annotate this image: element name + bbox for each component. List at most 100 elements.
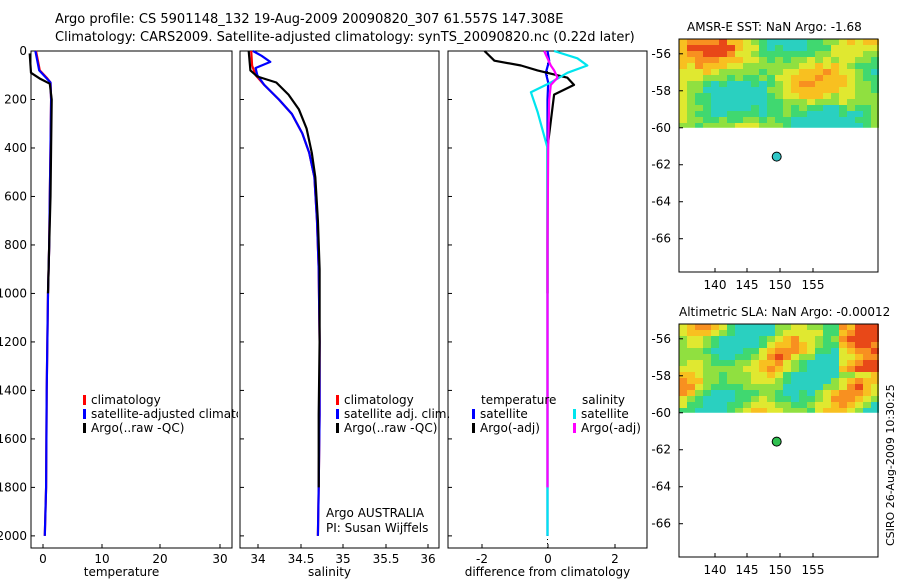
heat-cell [727,354,735,360]
heat-cell [791,123,799,128]
heat-cell [783,324,791,330]
heat-cell [679,342,687,348]
heat-cell [703,111,711,117]
heat-cell [863,63,871,69]
heat-cell [871,105,879,111]
heat-cell [791,348,799,354]
heat-cell [807,402,815,408]
heat-cell [783,360,791,366]
heat-cell [783,111,791,117]
heat-cell [855,390,863,396]
heat-cell [759,123,767,128]
heat-cell [863,93,871,99]
heat-cell [783,354,791,360]
heat-cell [815,111,823,117]
heat-cell [815,117,823,123]
heat-cell [703,354,711,360]
heat-cell [847,366,855,372]
heat-cell [695,39,703,45]
heat-cell [711,378,719,384]
heat-cell [839,342,847,348]
heat-cell [695,324,703,330]
heat-cell [839,51,847,57]
x-tick-label: 36 [420,552,435,566]
heat-cell [719,336,727,342]
heat-cell [775,348,783,354]
heat-cell [783,384,791,390]
heat-cell [847,336,855,342]
heat-cell [703,348,711,354]
heat-cell [751,366,759,372]
heat-cell [847,372,855,378]
heat-cell [807,330,815,336]
heatmap-field-altimetric-sla-map [679,324,879,413]
heat-cell [767,81,775,87]
heat-cell [831,402,839,408]
heat-cell [687,402,695,408]
heat-cell [799,93,807,99]
heat-cell [863,336,871,342]
heat-cell [679,354,687,360]
y-tick-label: 200 [4,92,27,106]
heat-cell [687,57,695,63]
heat-cell [711,396,719,402]
heat-cell [727,330,735,336]
heat-cell [783,45,791,51]
heat-cell [719,402,727,408]
y-tick-label: 1200 [0,335,27,349]
heat-cell [823,123,831,128]
heat-cell [767,75,775,81]
heat-cell [679,396,687,402]
heat-cell [815,342,823,348]
heat-cell [855,123,863,128]
heat-cell [823,396,831,402]
heat-cell [775,99,783,105]
heat-cell [727,51,735,57]
heat-cell [727,396,735,402]
heat-cell [727,117,735,123]
heat-cell [783,396,791,402]
heat-cell [751,117,759,123]
diff-legend-label: satellite [480,407,528,421]
heat-cell [679,117,687,123]
heat-cell [775,105,783,111]
heat-cell [775,93,783,99]
heat-cell [679,330,687,336]
heat-cell [767,330,775,336]
heat-cell [783,87,791,93]
heat-cell [799,366,807,372]
heat-cell [791,402,799,408]
heat-cell [783,402,791,408]
heat-cell [727,390,735,396]
heat-cell [751,69,759,75]
heat-cell [831,342,839,348]
x-tick-label: 10 [94,552,109,566]
heat-cell [711,51,719,57]
heat-cell [767,51,775,57]
heat-cell [847,324,855,330]
heat-cell [831,99,839,105]
heat-cell [807,117,815,123]
heat-cell [703,336,711,342]
heat-cell [815,39,823,45]
series-line [543,50,559,488]
heat-cell [783,39,791,45]
map-x-tick-label: 155 [802,278,825,292]
heat-cell [767,111,775,117]
heat-cell [847,69,855,75]
heat-cell [863,123,871,128]
heat-cell [735,39,743,45]
heat-cell [839,63,847,69]
heat-cell [759,360,767,366]
heat-cell [807,39,815,45]
heat-cell [839,69,847,75]
heat-cell [831,117,839,123]
heat-cell [719,378,727,384]
heat-cell [695,348,703,354]
heat-cell [799,336,807,342]
heat-cell [871,324,879,330]
heat-cell [783,51,791,57]
heat-cell [711,366,719,372]
heat-cell [743,336,751,342]
heat-cell [759,93,767,99]
